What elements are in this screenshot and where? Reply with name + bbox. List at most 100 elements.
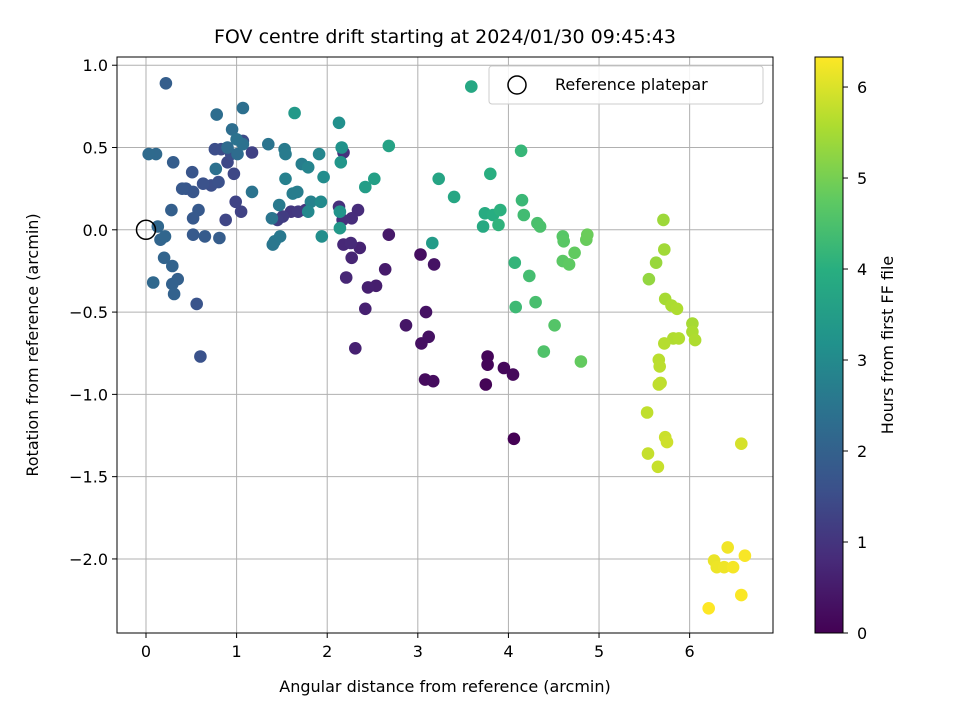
reference-marker-group: [135, 219, 157, 241]
data-point: [190, 297, 203, 311]
data-point: [339, 271, 353, 284]
colorbar-tick-label: 4: [857, 260, 867, 279]
data-point: [345, 251, 359, 265]
data-point: [419, 305, 433, 319]
colorbar-label: Hours from first FF file: [878, 256, 897, 435]
data-point: [165, 203, 178, 217]
colorbar: 0 1 2 3 4 5 6 Hours from first FF file: [814, 56, 897, 643]
data-point: [557, 235, 570, 248]
y-tick-label: −1.0: [69, 385, 108, 404]
data-point: [236, 101, 250, 115]
data-point: [484, 167, 497, 181]
legend-box: [488, 65, 764, 105]
data-point: [432, 172, 446, 186]
y-tick-label: 1.0: [83, 56, 108, 75]
data-point: [562, 258, 576, 271]
x-tick-label: 6: [685, 642, 695, 661]
data-point: [301, 161, 315, 174]
colorbar-tick-label: 6: [857, 78, 867, 97]
colorbar-tick-label: 3: [857, 351, 867, 370]
data-point: [175, 182, 189, 195]
data-point: [508, 256, 522, 270]
data-point: [533, 220, 547, 233]
data-points: [142, 77, 752, 615]
data-point: [167, 287, 181, 301]
data-point: [333, 221, 347, 235]
y-tick-label: 0.5: [83, 139, 108, 158]
data-point: [158, 230, 172, 243]
grid-lines: [117, 57, 773, 633]
data-point: [166, 156, 180, 169]
data-point: [735, 588, 748, 602]
data-point: [159, 77, 173, 90]
data-point: [642, 272, 656, 286]
x-axis-label: Angular distance from reference (arcmin): [279, 677, 610, 696]
data-point: [426, 236, 439, 250]
data-point: [312, 147, 326, 161]
y-axis-label: Rotation from reference (arcmin): [23, 213, 42, 476]
data-point: [523, 269, 536, 283]
data-point: [245, 185, 259, 199]
data-point: [194, 350, 207, 363]
colorbar-gradient: [814, 56, 844, 634]
data-point: [465, 80, 478, 93]
data-point: [481, 358, 494, 372]
chart-title: FOV centre drift starting at 2024/01/30 …: [214, 26, 676, 48]
data-point: [291, 185, 304, 199]
data-point: [349, 342, 362, 355]
legend-marker-circle: [507, 75, 527, 95]
data-point: [279, 172, 292, 186]
colorbar-ticks: 0 1 2 3 4 5 6: [843, 78, 867, 643]
x-tick-label: 2: [322, 642, 332, 661]
data-point: [186, 212, 200, 225]
data-point: [399, 319, 413, 332]
data-point: [738, 549, 752, 562]
colorbar-tick-label: 5: [857, 169, 867, 188]
data-point: [721, 541, 734, 554]
data-point: [315, 230, 329, 243]
data-point: [227, 167, 241, 181]
data-point: [198, 230, 212, 243]
data-point: [492, 218, 505, 232]
data-point: [209, 162, 223, 176]
y-tick-label: −2.0: [69, 550, 108, 569]
data-point: [288, 106, 301, 120]
data-point: [146, 276, 160, 289]
data-point: [509, 300, 522, 314]
data-point: [157, 251, 171, 265]
data-point: [234, 205, 248, 218]
data-point: [672, 332, 686, 345]
data-point: [378, 263, 392, 276]
x-tick-label: 5: [594, 642, 604, 661]
data-point: [568, 246, 581, 260]
data-point: [272, 198, 286, 212]
data-point: [652, 378, 666, 391]
data-point: [688, 333, 702, 347]
data-point: [658, 337, 671, 350]
data-point: [230, 133, 243, 146]
data-point: [334, 156, 348, 169]
data-point: [735, 437, 748, 451]
data-point: [537, 345, 551, 358]
data-point: [494, 203, 507, 217]
data-point: [344, 236, 358, 250]
plot-frame: [116, 56, 774, 634]
data-point: [548, 319, 561, 332]
reference-platepar-marker: [135, 219, 157, 241]
data-point: [479, 378, 493, 391]
data-point: [517, 208, 531, 222]
data-point: [726, 560, 740, 574]
data-point: [245, 146, 259, 159]
data-point: [166, 277, 179, 291]
data-point: [361, 281, 375, 294]
data-point: [653, 360, 666, 373]
data-point: [225, 123, 239, 136]
x-tick-label: 3: [413, 642, 423, 661]
data-point: [382, 228, 396, 241]
legend-label: Reference platepar: [555, 75, 708, 94]
data-point: [304, 195, 318, 209]
data-point: [151, 220, 165, 233]
data-point: [506, 368, 520, 381]
x-tick-label: 1: [232, 642, 242, 661]
